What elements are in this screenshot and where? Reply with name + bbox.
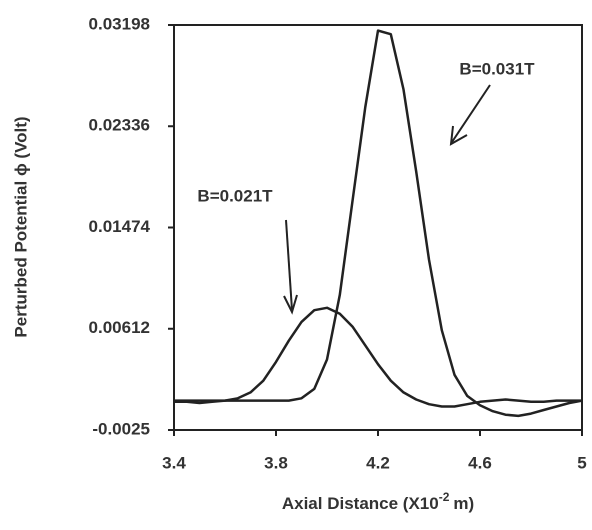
x-tick-label: 3.4 — [162, 453, 186, 472]
arrow — [285, 219, 293, 311]
series-line — [174, 306, 582, 408]
y-tick-label: 0.01474 — [89, 217, 151, 236]
x-label-sup: -2 — [439, 490, 450, 504]
x-label-main: Axial Distance (X10 — [282, 494, 439, 513]
y-tick-label: 0.00612 — [89, 318, 150, 337]
x-tick-label: 5 — [577, 453, 586, 472]
arrow — [451, 84, 491, 143]
y-tick-label: 0.02336 — [89, 116, 150, 135]
annotation: B=0.021T — [197, 186, 273, 205]
y-tick-label: 0.03198 — [89, 14, 150, 33]
plot-frame — [173, 24, 583, 431]
y-axis-label: Perturbed Potential ϕ (Volt) — [11, 116, 30, 337]
x-tick-label: 4.2 — [366, 453, 390, 472]
x-label-end: m) — [453, 494, 474, 513]
arrows — [283, 84, 491, 315]
y-tick-label: -0.0025 — [92, 419, 150, 438]
arrow-head — [283, 294, 298, 315]
x-tick-label: 4.6 — [468, 453, 492, 472]
annotation: B=0.031T — [459, 59, 535, 78]
arrow-head — [449, 125, 468, 146]
series-line — [174, 29, 583, 418]
x-axis-label: Axial Distance (X10-2 m) — [282, 490, 474, 513]
x-tick-label: 3.8 — [264, 453, 288, 472]
